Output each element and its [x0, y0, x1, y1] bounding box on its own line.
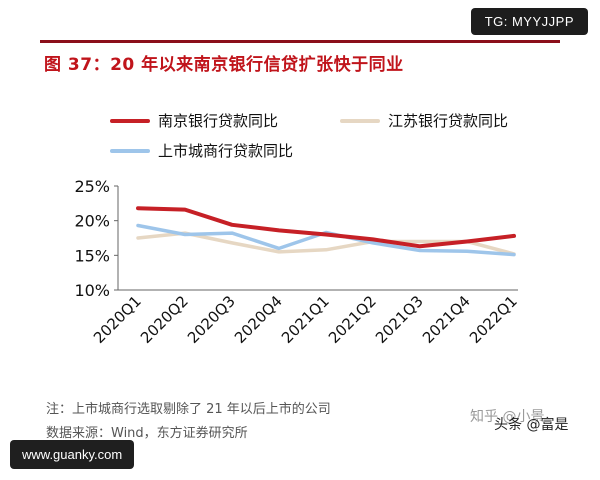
y-tick-label: 25% [74, 177, 110, 196]
line-chart: 2020Q12020Q22020Q32020Q42021Q12021Q22021… [74, 177, 521, 347]
figure-source: 数据来源：Wind，东方证券研究所 [46, 426, 248, 441]
x-tick-labels: 2020Q12020Q22020Q32020Q42021Q12021Q22021… [90, 292, 521, 347]
site-badge: www.guanky.com [10, 440, 135, 469]
x-tick-label: 2021Q4 [419, 292, 474, 347]
figure-note: 注：上市城商行选取剔除了 21 年以后上市的公司 [46, 402, 331, 417]
watermark-zhihu: 知乎 @小景 [470, 409, 545, 425]
x-tick-label: 2020Q3 [184, 292, 239, 347]
chart-series [136, 206, 516, 257]
y-tick-labels: 25% 20% 15% 10% [74, 177, 110, 300]
legend-item-jiangsu: 江苏银行贷款同比 [340, 110, 508, 131]
y-tick-label: 15% [74, 246, 110, 265]
x-tick-label: 2022Q1 [466, 292, 521, 347]
series-line-nanjing [136, 206, 516, 249]
legend-swatch-nanjing [110, 118, 150, 123]
legend-item-nanjing: 南京银行贷款同比 [110, 110, 278, 131]
figure-title: 图 37：20 年以来南京银行信贷扩张快于同业 [44, 55, 404, 75]
x-tick-label: 2021Q1 [278, 292, 333, 347]
y-tick-label: 20% [74, 212, 110, 231]
legend-swatch-listed-city [110, 148, 150, 153]
x-tick-label: 2021Q3 [372, 292, 427, 347]
legend-item-listed-city: 上市城商行贷款同比 [110, 140, 293, 161]
title-bar [40, 40, 560, 43]
legend-label-listed-city: 上市城商行贷款同比 [158, 142, 294, 160]
x-tick-label: 2021Q2 [325, 292, 380, 347]
x-tick-label: 2020Q4 [231, 292, 286, 347]
legend-swatch-jiangsu [340, 118, 380, 123]
tg-badge: TG: MYYJJPP [470, 8, 588, 35]
legend-label-jiangsu: 江苏银行贷款同比 [388, 112, 509, 130]
legend-label-nanjing: 南京银行贷款同比 [158, 112, 279, 130]
watermark-toutiao: 头条 @富是 [494, 417, 569, 433]
chart-axes [114, 185, 518, 291]
x-tick-label: 2020Q2 [137, 292, 192, 347]
chart-legend: 南京银行贷款同比 江苏银行贷款同比 上市城商行贷款同比 [110, 110, 570, 170]
y-tick-label: 10% [74, 281, 110, 300]
x-tick-label: 2020Q1 [90, 292, 145, 347]
